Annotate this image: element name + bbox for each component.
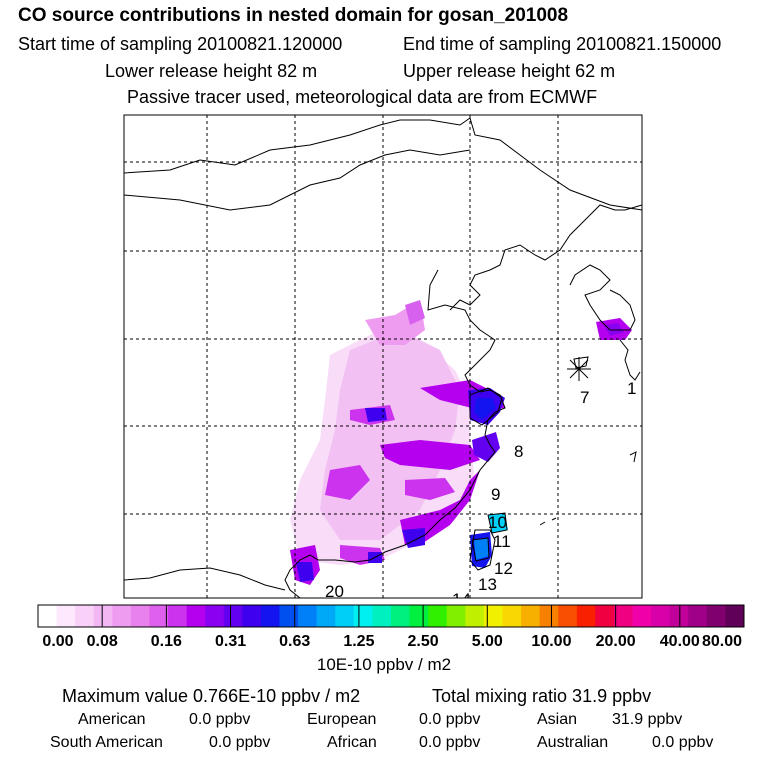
site-label-11: 11: [493, 532, 511, 551]
colorbar-cell: [613, 605, 634, 627]
region-label-asian: Asian: [537, 711, 578, 728]
region-label-african: African: [327, 734, 377, 751]
colorbar-cell: [465, 605, 485, 627]
colorbar-cell: [186, 605, 206, 627]
colorbar-tick-label: 20.00: [596, 633, 636, 650]
colorbar-cell: [391, 605, 411, 627]
site-label-9: 9: [491, 485, 500, 504]
colorbar-cell: [242, 605, 262, 627]
site-label-12: 12: [494, 559, 513, 578]
colorbar-cell: [428, 605, 448, 627]
colorbar-cell: [521, 605, 541, 627]
colorbar-tick-label: 0.63: [279, 633, 310, 650]
region-label-american: American: [78, 711, 146, 728]
region-label-south-american: South American: [50, 734, 163, 751]
region-value-south-american: 0.0 ppbv: [209, 734, 271, 751]
tracer-note: Passive tracer used, meteorological data…: [127, 87, 598, 107]
colorbar-tick-label: 40.00: [660, 633, 700, 650]
map-frame: [123, 114, 643, 599]
colorbar-tick-label: 5.00: [472, 633, 503, 650]
site-label-1: 1: [627, 379, 636, 398]
colorbar-cell: [651, 605, 671, 627]
colorbar-unit-label: 10E-10 ppbv / m2: [317, 655, 451, 674]
site-label-13: 13: [478, 575, 497, 594]
colorbar-cell: [168, 605, 188, 627]
region-value-australian: 0.0 ppbv: [652, 734, 714, 751]
end-time: End time of sampling 20100821.150000: [403, 34, 722, 54]
lower-release-height: Lower release height 82 m: [105, 61, 318, 81]
colorbar-labels: 0.00 0.08 0.16 0.31 0.63 1.25 2.50 5.00 10.00 20.…: [42, 633, 742, 650]
colorbar-cell: [409, 605, 429, 627]
colorbar-cell: [688, 605, 708, 627]
region-label-european: European: [307, 711, 377, 728]
total-mixing-ratio: Total mixing ratio 31.9 ppbv: [432, 686, 652, 706]
site-labels: 1 7 8 9 10 11 12 13 14 20: [325, 379, 636, 609]
colorbar-cell: [298, 605, 318, 627]
colorbar-cell: [353, 605, 373, 627]
colorbar-cell: [725, 605, 745, 627]
colorbar-tick-label: 0.31: [215, 633, 246, 650]
max-value: Maximum value 0.766E-10 ppbv / m2: [62, 686, 361, 706]
map-area: 1 7 8 9 10 11 12 13 14 20: [124, 115, 642, 609]
site-label-8: 8: [514, 442, 523, 461]
colorbar-cell: [205, 605, 225, 627]
region-value-european: 0.0 ppbv: [419, 711, 481, 728]
colorbar-cell: [539, 605, 559, 627]
region-value-asian: 31.9 ppbv: [612, 711, 683, 728]
colorbar-frame: [37, 604, 745, 628]
colorbar-tick-label: 10.00: [531, 633, 571, 650]
region-value-american: 0.0 ppbv: [189, 711, 251, 728]
colorbar-cell: [260, 605, 281, 627]
site-label-10: 10: [488, 513, 507, 532]
colorbar-cell: [316, 605, 336, 627]
colorbar-cell: [669, 605, 689, 627]
colorbar-cell: [335, 605, 355, 627]
colorbar-cell: [56, 605, 76, 627]
colorbar-tick-label: 1.25: [343, 633, 374, 650]
site-label-7: 7: [580, 388, 589, 407]
colorbar-tick-label: 0.00: [42, 633, 73, 650]
region-label-australian: Australian: [537, 734, 609, 751]
colorbar-cell: [558, 605, 578, 627]
colorbar-cell: [595, 605, 615, 627]
colorbar-tick-label: 80.00: [702, 633, 742, 650]
colorbar-cell: [502, 605, 522, 627]
colorbar-cell: [483, 605, 503, 627]
colorbar-cell: [149, 605, 169, 627]
colorbar-cell: [93, 605, 113, 627]
site-label-14: 14: [452, 590, 471, 609]
receptor-marker: [567, 357, 591, 381]
colorbar-tick-label: 2.50: [408, 633, 439, 650]
graticule: [124, 115, 642, 598]
colorbar-cell: [372, 605, 392, 627]
site-label-20: 20: [325, 582, 344, 601]
colorbar-cell: [576, 605, 596, 627]
colorbar: [38, 605, 745, 627]
colorbar-cell: [38, 605, 58, 627]
colorbar-tick-label: 0.08: [87, 633, 118, 650]
colorbar-tick-label: 0.16: [151, 633, 182, 650]
colorbar-cell: [279, 605, 299, 627]
colorbar-cell: [223, 605, 243, 627]
start-time: Start time of sampling 20100821.120000: [18, 34, 343, 54]
colorbar-cell: [706, 605, 726, 627]
colorbar-cell: [75, 605, 95, 627]
colorbar-cell: [446, 605, 466, 627]
upper-release-height: Upper release height 62 m: [403, 61, 616, 81]
plot-title: CO source contributions in nested domain…: [18, 5, 569, 26]
region-value-african: 0.0 ppbv: [419, 734, 481, 751]
colorbar-cell: [130, 605, 150, 627]
coastlines: [124, 117, 642, 598]
colorbar-cell: [632, 605, 652, 627]
colorbar-cell: [112, 605, 132, 627]
